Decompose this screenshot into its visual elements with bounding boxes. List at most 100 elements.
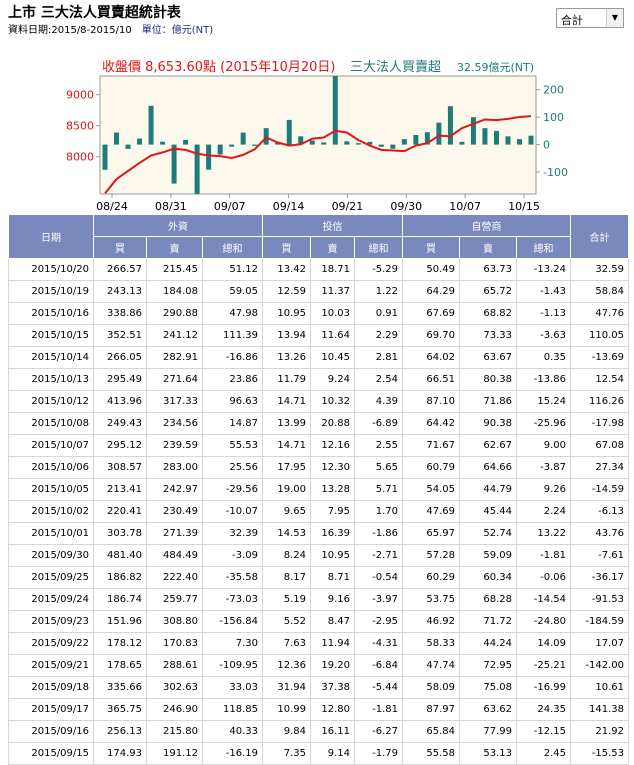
value-cell: 19.20 — [310, 654, 355, 677]
value-cell: 111.39 — [202, 324, 263, 347]
value-cell: 9.84 — [262, 720, 311, 743]
chevron-down-icon[interactable]: ▼ — [606, 9, 623, 27]
x-tick-label: 09/07 — [214, 200, 246, 213]
value-cell: 222.40 — [146, 566, 203, 589]
value-cell: 16.11 — [310, 720, 355, 743]
value-cell: 7.95 — [310, 500, 355, 523]
bar — [516, 139, 522, 145]
date-cell: 2015/10/13 — [8, 368, 94, 391]
bar — [240, 132, 246, 145]
value-cell: 10.99 — [262, 698, 311, 721]
value-cell: 295.12 — [93, 434, 147, 457]
table-row: 2015/09/21 178.65 288.61 -109.95 12.36 19.20-… — [8, 654, 630, 677]
bar — [459, 141, 465, 145]
bar — [102, 144, 108, 170]
x-tick-label: 09/14 — [273, 200, 305, 213]
value-cell: 11.79 — [262, 368, 311, 391]
value-cell: 63.73 — [459, 258, 517, 281]
value-cell: 58.84 — [570, 280, 630, 303]
value-cell: 32.39 — [202, 522, 263, 545]
value-cell: 24.35 — [515, 698, 572, 721]
bar — [344, 141, 350, 145]
value-cell: 55.58 — [402, 742, 460, 765]
date-cell: 2015/10/15 — [8, 324, 94, 347]
date-cell: 2015/10/06 — [8, 456, 94, 479]
value-cell: 151.96 — [93, 610, 147, 633]
value-cell: 44.79 — [459, 478, 517, 501]
value-cell: 27.34 — [570, 456, 630, 479]
value-cell: 33.03 — [202, 676, 263, 699]
y-right-tick-label: 200 — [543, 84, 564, 97]
value-cell: 5.65 — [354, 456, 403, 479]
value-cell: 80.38 — [459, 368, 517, 391]
table-row: 2015/10/14 266.05 282.91 -16.86 13.26 10.45 2.… — [8, 346, 630, 369]
sub-header: 買 — [93, 236, 147, 259]
value-cell: -2.71 — [354, 544, 403, 567]
date-cell: 2015/09/17 — [8, 698, 94, 721]
value-cell: 54.05 — [402, 478, 460, 501]
sub-header: 賣 — [146, 236, 203, 259]
value-cell: 303.78 — [93, 522, 147, 545]
value-cell: -25.21 — [515, 654, 572, 677]
value-cell: -6.27 — [354, 720, 403, 743]
value-cell: -6.89 — [354, 412, 403, 435]
bar — [286, 119, 292, 145]
value-cell: 45.44 — [459, 500, 517, 523]
col-date: 日期 — [8, 214, 94, 259]
value-cell: 11.64 — [310, 324, 355, 347]
chart-title-right-value: 32.59億元(NT) — [457, 61, 534, 74]
price-line — [104, 115, 532, 195]
value-cell: -10.07 — [202, 500, 263, 523]
value-cell: -36.17 — [570, 566, 630, 589]
value-cell: 0.91 — [354, 302, 403, 325]
value-cell: 64.02 — [402, 346, 460, 369]
value-cell: 2.81 — [354, 346, 403, 369]
value-cell: 11.94 — [310, 632, 355, 655]
value-cell: 73.33 — [459, 324, 517, 347]
value-cell: 116.26 — [570, 390, 630, 413]
value-cell: 16.39 — [310, 522, 355, 545]
table-row: 2015/10/12 413.96 317.33 96.63 14.71 10.32 4.3… — [8, 390, 630, 413]
bar — [528, 135, 534, 145]
value-cell: 63.62 — [459, 698, 517, 721]
value-cell: -1.86 — [354, 522, 403, 545]
value-cell: -16.99 — [515, 676, 572, 699]
value-cell: -14.54 — [515, 588, 572, 611]
value-cell: 65.72 — [459, 280, 517, 303]
value-cell: -6.13 — [570, 500, 630, 523]
value-cell: 215.45 — [146, 258, 203, 281]
bar — [332, 76, 338, 145]
value-cell: -1.81 — [515, 544, 572, 567]
value-cell: 65.97 — [402, 522, 460, 545]
date-cell: 2015/10/01 — [8, 522, 94, 545]
value-cell: 12.16 — [310, 434, 355, 457]
table-row: 2015/09/15 174.93 191.12 -16.19 7.35 9.14 -1.7… — [8, 742, 630, 765]
value-cell: -29.56 — [202, 478, 263, 501]
value-cell: 14.09 — [515, 632, 572, 655]
col-dealer: 自營商 — [401, 214, 572, 237]
date-cell: 2015/10/14 — [8, 346, 94, 369]
value-cell: 71.72 — [459, 610, 517, 633]
value-cell: 64.29 — [402, 280, 460, 303]
bar — [413, 135, 419, 145]
date-cell: 2015/10/08 — [8, 412, 94, 435]
value-cell: 1.70 — [354, 500, 403, 523]
value-cell: 25.56 — [202, 456, 263, 479]
value-cell: -5.44 — [354, 676, 403, 699]
date-cell: 2015/09/24 — [8, 588, 94, 611]
value-cell: -184.59 — [570, 610, 630, 633]
table-row: 2015/10/19 243.13 184.08 59.05 12.59 11.37 1.2… — [8, 280, 630, 303]
x-tick-label: 10/15 — [508, 200, 540, 213]
value-cell: -7.61 — [570, 544, 630, 567]
value-cell: 8.24 — [262, 544, 311, 567]
value-cell: 178.65 — [93, 654, 147, 677]
bar — [229, 144, 235, 147]
value-cell: 90.38 — [459, 412, 517, 435]
value-cell: 9.14 — [310, 742, 355, 765]
sub-header: 買 — [402, 236, 460, 259]
value-cell: 18.71 — [310, 258, 355, 281]
bar — [309, 140, 315, 145]
value-cell: 15.24 — [515, 390, 572, 413]
value-cell: 14.53 — [262, 522, 311, 545]
category-select[interactable]: 合計 ▼ — [556, 8, 624, 28]
